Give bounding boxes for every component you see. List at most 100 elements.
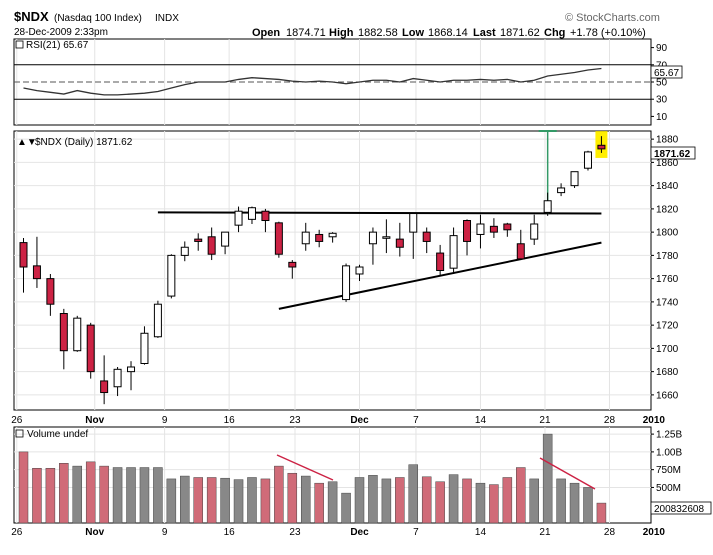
candle-body: [127, 366, 136, 373]
candle-body: [382, 236, 391, 239]
candle-body: [100, 380, 109, 394]
price-legend-icon: ▲▼: [17, 137, 37, 148]
rsi-tick-label: 30: [656, 95, 668, 106]
x-axis-label: 26: [11, 415, 23, 426]
volume-bar: [516, 467, 526, 524]
volume-bar: [341, 492, 351, 524]
candle-body: [180, 246, 189, 256]
candle-body: [140, 332, 149, 364]
rsi-panel: 9070503010 RSI(21) 65.67 65.67: [13, 38, 683, 126]
chg-value: +1.78 (+0.10%): [570, 27, 646, 39]
volume-label: Volume undef: [27, 429, 88, 440]
volume-bar: [583, 487, 593, 524]
high-value: 1882.58: [358, 27, 398, 39]
volume-bar: [18, 451, 29, 524]
volume-bar: [327, 481, 338, 524]
x-axis-label: 7: [413, 415, 419, 426]
candle-body: [395, 238, 404, 248]
x-axis-label: 23: [289, 527, 301, 538]
candle-body: [113, 368, 122, 388]
price-tick-label: 1720: [656, 321, 679, 332]
candle-body: [355, 266, 364, 275]
price-tick-label: 1740: [656, 297, 679, 308]
rsi-value-tag-box: [650, 65, 683, 79]
volume-panel: 1.25B 1.00B 750M 500M Volume undef 20083260…: [13, 426, 712, 524]
volume-bar: [408, 464, 419, 524]
candle-body: [476, 223, 485, 235]
candle-body: [32, 265, 41, 280]
x-axis-label: 14: [475, 415, 487, 426]
volume-legend-swatch: [15, 429, 24, 438]
x-axis-label: Dec: [350, 415, 369, 426]
candle-body: [301, 231, 310, 245]
price-tick-label: 1680: [656, 367, 679, 378]
volume-bar: [542, 433, 553, 524]
x-axis-label: 21: [539, 415, 551, 426]
price-tick-label: 1700: [656, 344, 679, 355]
price-tick-label: 1840: [656, 181, 679, 192]
volume-bar: [475, 482, 486, 524]
volume-bar: [32, 467, 42, 524]
candle-body: [194, 238, 203, 242]
candle-body: [261, 210, 270, 222]
candle-body: [59, 313, 68, 352]
x-axis-label: Nov: [85, 415, 104, 426]
chart-symbol: $NDX: [14, 9, 49, 24]
candle-body: [557, 187, 566, 194]
price-tick-label: 1780: [656, 251, 679, 262]
candle-body: [530, 223, 539, 240]
volume-tick-label: 1.00B: [656, 447, 682, 458]
volume-trend-line-1: [276, 454, 334, 481]
open-value: 1874.71: [286, 27, 326, 39]
volume-bar: [233, 479, 244, 524]
price-value-tag: 1871.62: [654, 149, 691, 160]
x-axis-label: 21: [539, 527, 551, 538]
candle-body: [234, 210, 243, 226]
volume-tick-label: 750M: [656, 465, 681, 476]
high-label: High: [329, 27, 354, 39]
volume-bar: [300, 475, 311, 524]
volume-bar: [247, 477, 257, 524]
last-label: Last: [473, 27, 496, 39]
candle-body: [422, 231, 431, 242]
volume-bar: [99, 465, 109, 524]
candle-body: [274, 222, 283, 255]
candle-body: [73, 317, 82, 352]
volume-trend-line-2: [539, 457, 596, 490]
candle-body: [328, 232, 337, 238]
volume-bar: [287, 472, 298, 524]
candle-body: [463, 220, 472, 242]
volume-bar: [274, 465, 284, 524]
rsi-tick-label: 90: [656, 43, 668, 54]
low-label: Low: [402, 27, 424, 39]
volume-bar: [529, 478, 539, 524]
volume-bar: [421, 476, 432, 524]
volume-bar: [180, 475, 190, 524]
chart-index-name: (Nasdaq 100 Index): [54, 13, 142, 24]
volume-bar: [354, 477, 365, 524]
watermark: © StockCharts.com: [565, 12, 660, 24]
volume-bar: [193, 477, 203, 524]
candle-body: [247, 207, 256, 220]
last-value: 1871.62: [500, 27, 540, 39]
x-axis-label: 28: [604, 415, 616, 426]
candle-body: [409, 213, 418, 233]
chart-exchange: INDX: [155, 13, 179, 24]
x-axis-label: Nov: [85, 527, 104, 538]
price-tick-label: 1880: [656, 135, 679, 146]
candle-body: [570, 171, 579, 187]
x-axis-label: 26: [11, 527, 23, 538]
candle-body: [153, 303, 162, 338]
x-axis-label: 23: [289, 415, 301, 426]
x-axis-label: 2010: [643, 415, 666, 426]
volume-bar: [153, 467, 163, 524]
chart-datetime: 28-Dec-2009 2:33pm: [14, 27, 108, 38]
volume-bar: [59, 463, 69, 524]
candle-body: [368, 231, 377, 245]
volume-bar: [166, 478, 177, 524]
volume-bar: [462, 478, 472, 524]
x-axis-label: 9: [162, 527, 168, 538]
volume-bar: [556, 478, 566, 524]
x-axis-label: Dec: [350, 527, 369, 538]
